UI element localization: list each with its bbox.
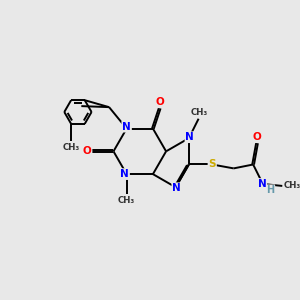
Text: O: O [253, 132, 261, 142]
Text: O: O [83, 146, 92, 156]
Text: S: S [208, 160, 216, 170]
Text: N: N [172, 183, 181, 193]
Text: H: H [267, 185, 275, 195]
Text: O: O [155, 97, 164, 107]
Text: CH₃: CH₃ [62, 143, 80, 152]
Text: N: N [185, 132, 194, 142]
Text: CH₃: CH₃ [284, 182, 300, 190]
Text: CH₃: CH₃ [191, 108, 208, 117]
Text: N: N [257, 179, 266, 189]
Text: N: N [120, 169, 129, 179]
Text: N: N [122, 122, 131, 132]
Text: CH₃: CH₃ [118, 196, 135, 205]
